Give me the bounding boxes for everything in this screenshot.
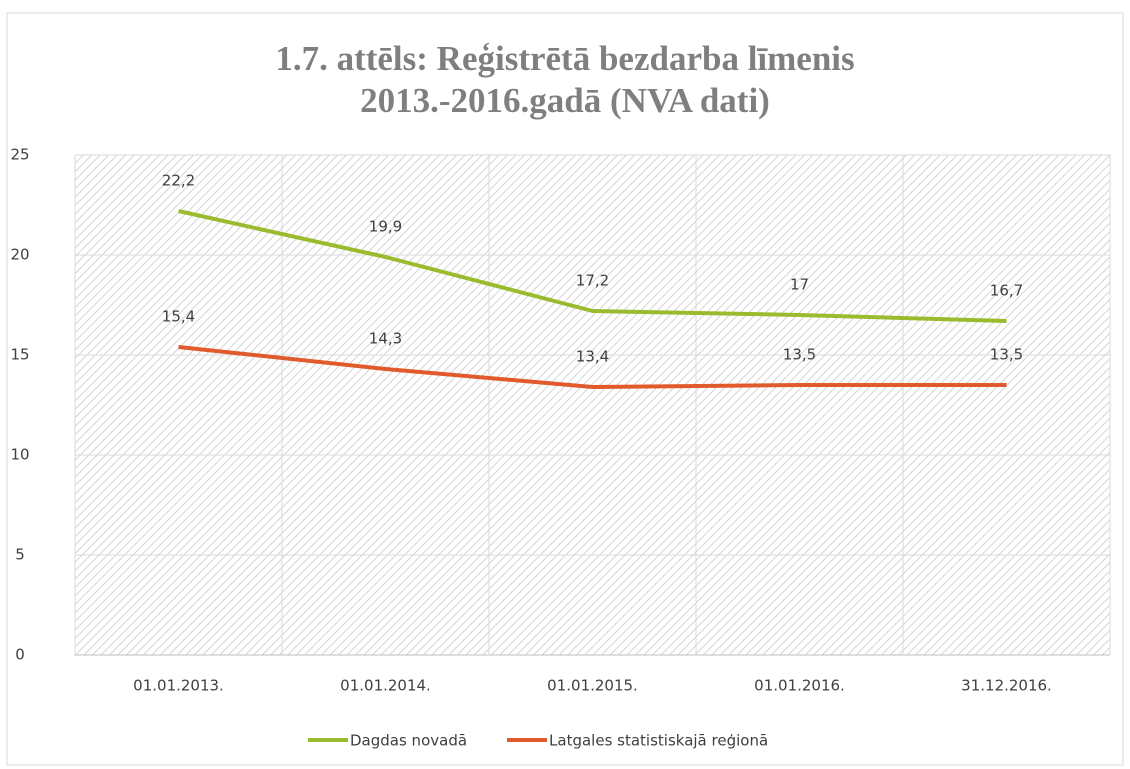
chart-border	[6, 12, 1124, 766]
legend-label: Latgales statistiskajā reģionā	[549, 732, 768, 750]
y-tick-label: 25	[10, 146, 29, 164]
data-label: 17	[790, 276, 809, 294]
data-label: 19,9	[369, 218, 402, 236]
chart-title: 1.7. attēls: Reģistrētā bezdarba līmenis…	[275, 39, 855, 120]
x-tick-label: 31.12.2016.	[961, 677, 1052, 695]
legend-label: Dagdas novadā	[350, 732, 467, 750]
data-label: 13,5	[990, 346, 1023, 364]
x-tick-label: 01.01.2016.	[754, 677, 845, 695]
data-label: 17,2	[576, 272, 609, 290]
data-label: 14,3	[369, 330, 402, 348]
data-label: 15,4	[162, 308, 195, 326]
data-label: 22,2	[162, 172, 195, 190]
data-label: 16,7	[990, 282, 1023, 300]
x-tick-label: 01.01.2013.	[133, 677, 224, 695]
x-tick-label: 01.01.2015.	[547, 677, 638, 695]
plot-area	[75, 155, 1110, 655]
series-line	[178, 209, 1007, 323]
series-line	[178, 345, 1007, 389]
x-tick-label: 01.01.2014.	[340, 677, 431, 695]
y-tick-label: 0	[15, 646, 25, 664]
y-tick-label: 5	[15, 546, 25, 564]
data-label: 13,4	[576, 348, 609, 366]
y-tick-label: 10	[10, 446, 29, 464]
y-tick-label: 20	[10, 246, 29, 264]
data-label: 13,5	[783, 346, 816, 364]
y-tick-label: 15	[10, 346, 29, 364]
